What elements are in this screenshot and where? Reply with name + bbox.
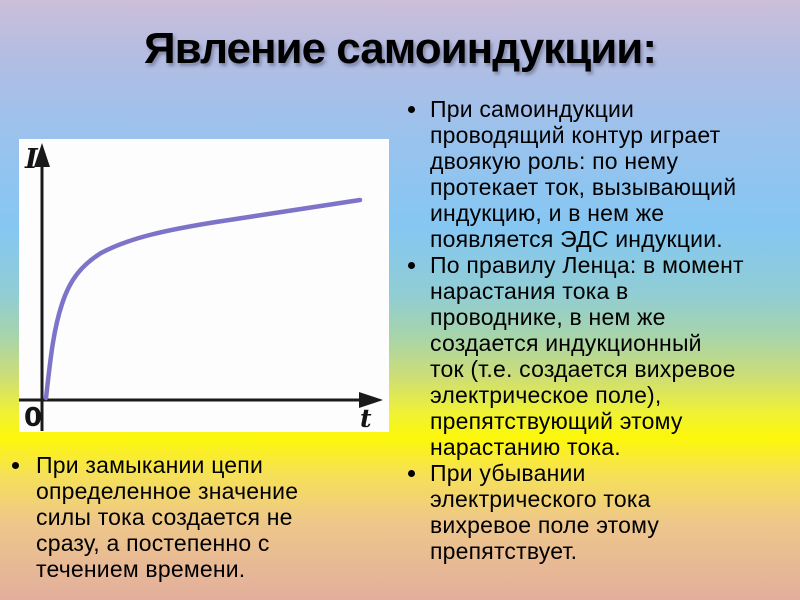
bullet-circuit-closing: При замыкании цепи определенное значение… [12,452,394,582]
right-bullet-list: При самоиндукции проводящий контур играе… [408,96,798,564]
page-title: Явление самоиндукции: [144,24,657,73]
bullet-current-decrease: При убывании электрического тока вихрево… [408,460,798,564]
origin-label: 0 [24,403,42,432]
y-axis-label: I [24,144,39,175]
current-curve [43,197,363,401]
bullet-lenz-rule: По правилу Ленца: в момент нарастания то… [408,252,798,460]
graph-canvas: I 0 t [19,143,383,432]
y-axis-arrow-icon [34,143,50,167]
current-vs-time-graph: I 0 t [19,139,389,432]
left-bullet-list: При замыкании цепи определенное значение… [12,452,394,582]
x-axis-arrow-icon [359,392,383,408]
bullet-self-induction-role: При самоиндукции проводящий контур играе… [408,96,798,252]
x-axis-label: t [360,404,372,432]
